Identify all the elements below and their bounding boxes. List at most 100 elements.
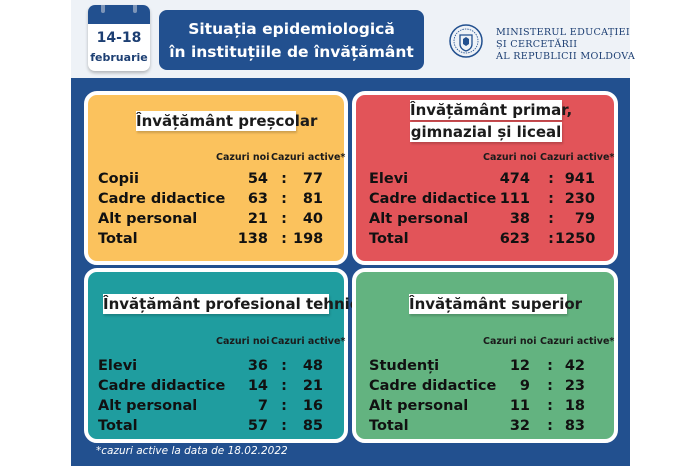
row-separator: : (547, 398, 553, 414)
row-new: 21 (247, 211, 268, 227)
row-new: 14 (247, 378, 268, 394)
row-label: Total (369, 231, 409, 247)
row-new: 57 (247, 418, 268, 434)
row-separator: : (548, 231, 554, 247)
row-active: 23 (564, 378, 585, 394)
table-row: Alt personal 38 : 79 (369, 211, 609, 231)
row-label: Elevi (369, 171, 409, 187)
row-label: Cadre didactice (369, 191, 497, 207)
row-separator: : (281, 211, 287, 227)
row-active: 16 (302, 398, 323, 414)
row-separator: : (547, 418, 553, 434)
row-label: Cadre didactice (98, 378, 226, 394)
calendar-header (88, 5, 150, 24)
row-label: Elevi (98, 358, 138, 374)
row-separator: : (281, 171, 287, 187)
row-active: 941 (564, 171, 595, 187)
row-new: 32 (509, 418, 530, 434)
row-new: 138 (237, 231, 268, 247)
row-separator: : (281, 398, 287, 414)
row-label: Copii (98, 171, 139, 187)
card-superior: Învățământ superior Cazuri noi Cazuri ac… (352, 268, 618, 443)
card-prescolar: Învățământ preșcolar Cazuri noi Cazuri a… (84, 91, 348, 265)
row-new: 474 (499, 171, 530, 187)
row-active: 83 (564, 418, 585, 434)
ministry-name-line-2: ȘI CERCETĂRII (496, 39, 578, 50)
col-new-header: Cazuri noi (216, 336, 270, 347)
col-active-header: Cazuri active* (271, 152, 346, 163)
title-line-2: în instituțiile de învățământ (169, 43, 414, 61)
footnote: *cazuri active la data de 18.02.2022 (96, 445, 288, 457)
row-active: 48 (302, 358, 323, 374)
row-new: 111 (499, 191, 530, 207)
row-new: 63 (247, 191, 268, 207)
row-label: Cadre didactice (98, 191, 226, 207)
col-new-header: Cazuri noi (483, 336, 537, 347)
ministry-name-line-3: AL REPUBLICII MOLDOVA (496, 51, 636, 62)
table-row: Cadre didactice 63 : 81 (98, 191, 338, 211)
row-label: Total (369, 418, 409, 434)
row-label: Alt personal (98, 211, 198, 227)
row-active: 18 (564, 398, 585, 414)
card-primar: Învățământ primar, gimnazial și liceal C… (352, 91, 618, 265)
ministry-emblem-icon (449, 24, 483, 58)
row-new: 11 (509, 398, 530, 414)
col-new-header: Cazuri noi (483, 152, 537, 163)
col-active-header: Cazuri active* (540, 152, 615, 163)
row-new: 7 (257, 398, 268, 414)
table-row-total: Total 57 : 85 (98, 418, 338, 438)
row-new: 9 (519, 378, 530, 394)
table-row: Alt personal 11 : 18 (369, 398, 609, 418)
table-row: Cadre didactice 111 : 230 (369, 191, 609, 211)
row-active: 81 (302, 191, 323, 207)
row-active: 198 (293, 231, 324, 247)
table-row: Elevi 36 : 48 (98, 358, 338, 378)
card-primar-label-line-2: gimnazial și liceal (410, 122, 562, 142)
table-row: Studenți 12 : 42 (369, 358, 609, 378)
page-title: Situația epidemiologică în instituțiile … (159, 10, 424, 70)
row-separator: : (548, 191, 554, 207)
row-new: 38 (509, 211, 530, 227)
row-new: 623 (499, 231, 530, 247)
card-primar-label-line-1: Învățământ primar, (410, 100, 573, 120)
table-row-total: Total 138 : 198 (98, 231, 338, 251)
row-active: 230 (564, 191, 595, 207)
card-profesional: Învățământ profesional tehnic Cazuri noi… (84, 268, 359, 443)
row-active: 1250 (555, 231, 596, 247)
table-row-total: Total 623 : 1250 (369, 231, 609, 251)
row-label: Alt personal (98, 398, 198, 414)
ministry-name-line-1: MINISTERUL EDUCAȚIEI (496, 27, 631, 38)
row-active: 40 (302, 211, 323, 227)
table-row: Copii 54 : 77 (98, 171, 338, 191)
row-active: 77 (302, 171, 323, 187)
row-separator: : (548, 211, 554, 227)
calendar-dates: 14-18 (96, 30, 142, 46)
col-new-header: Cazuri noi (216, 152, 270, 163)
row-label: Alt personal (369, 211, 469, 227)
row-new: 36 (247, 358, 268, 374)
row-active: 85 (302, 418, 323, 434)
card-profesional-label: Învățământ profesional tehnic (103, 294, 359, 314)
row-separator: : (547, 358, 553, 374)
table-row: Alt personal 7 : 16 (98, 398, 338, 418)
row-active: 79 (574, 211, 595, 227)
row-separator: : (281, 378, 287, 394)
card-prescolar-label: Învățământ preșcolar (136, 111, 318, 131)
row-active: 42 (564, 358, 585, 374)
row-separator: : (281, 418, 287, 434)
row-separator: : (281, 191, 287, 207)
row-label: Alt personal (369, 398, 469, 414)
calendar-icon: 14-18 februarie (88, 5, 150, 71)
row-label: Total (98, 418, 138, 434)
row-active: 21 (302, 378, 323, 394)
table-row-total: Total 32 : 83 (369, 418, 609, 438)
card-superior-label: Învățământ superior (409, 294, 583, 314)
table-row: Elevi 474 : 941 (369, 171, 609, 191)
row-separator: : (548, 171, 554, 187)
row-label: Total (98, 231, 138, 247)
row-new: 12 (509, 358, 530, 374)
row-separator: : (547, 378, 553, 394)
row-separator: : (281, 358, 287, 374)
row-new: 54 (247, 171, 268, 187)
calendar-month: februarie (90, 51, 148, 64)
